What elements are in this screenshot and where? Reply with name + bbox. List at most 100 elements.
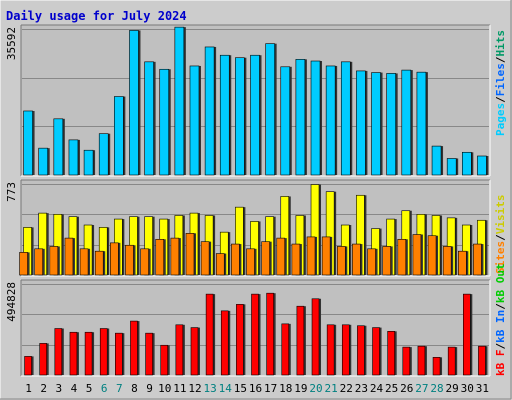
- bar-day-19: [291, 243, 301, 276]
- bar-day-24: [371, 72, 381, 176]
- x-tick-label: 26: [400, 382, 413, 395]
- bar-day-11: [174, 26, 185, 176]
- bar-day-28: [431, 145, 442, 176]
- chart-title: Daily usage for July 2024: [6, 9, 187, 23]
- bar-day-31: [477, 155, 487, 176]
- x-tick-label: 31: [476, 382, 489, 395]
- legend-entry: /: [494, 234, 507, 241]
- bar-day-20: [310, 60, 321, 176]
- legend-entry: /: [494, 56, 507, 63]
- bar-day-16: [251, 293, 259, 376]
- bar-day-4: [69, 331, 78, 376]
- x-tick-label: 12: [188, 382, 201, 395]
- x-tick-label: 27: [415, 382, 428, 395]
- bar-day-2: [39, 343, 47, 376]
- bar-day-7: [115, 332, 123, 376]
- bar-day-19: [296, 305, 305, 376]
- bar-day-22: [336, 246, 346, 276]
- bar-day-18: [276, 237, 286, 276]
- x-tick-label: 23: [355, 382, 368, 395]
- bar-day-12: [185, 233, 195, 276]
- bar-day-10: [160, 344, 169, 376]
- bar-day-26: [401, 69, 412, 176]
- series-kb-f: [24, 292, 488, 376]
- bar-day-14: [219, 54, 230, 176]
- bar-day-22: [340, 61, 351, 176]
- bar-day-17: [261, 241, 270, 276]
- bar-day-26: [402, 346, 411, 376]
- bar-day-1: [23, 110, 33, 176]
- legend-entry: Visits: [494, 195, 507, 235]
- legend-entry: /: [494, 343, 507, 350]
- bar-day-31: [473, 243, 482, 276]
- bar-day-30: [462, 151, 472, 176]
- bar-day-10: [159, 68, 170, 176]
- bar-day-27: [416, 71, 427, 176]
- legend-middle: Sites/Visits: [494, 195, 507, 275]
- bar-day-7: [114, 96, 124, 176]
- bar-day-13: [205, 293, 214, 376]
- bar-day-4: [68, 139, 79, 176]
- bar-day-17: [265, 43, 275, 176]
- bar-day-3: [49, 246, 59, 276]
- legend-entry: /: [494, 96, 507, 103]
- bar-day-1: [24, 356, 32, 376]
- bar-day-24: [367, 248, 376, 276]
- x-tick-label: 3: [56, 382, 63, 395]
- bar-day-16: [250, 54, 260, 176]
- bar-day-11: [170, 237, 180, 276]
- bar-day-6: [94, 250, 104, 276]
- bar-day-15: [236, 304, 244, 376]
- x-tick-label: 24: [370, 382, 384, 395]
- bar-day-7: [110, 242, 119, 276]
- x-tick-label: 25: [385, 382, 398, 395]
- bar-day-8: [125, 244, 134, 276]
- legend-entry: Pages: [494, 103, 507, 136]
- bar-day-29: [442, 246, 452, 276]
- bar-day-12: [190, 327, 199, 376]
- x-tick-label: 9: [146, 382, 153, 395]
- y-max-label: 494828: [5, 282, 18, 322]
- x-tick-label: 21: [325, 382, 338, 395]
- x-tick-label: 8: [131, 382, 138, 395]
- bar-day-4: [64, 237, 74, 276]
- x-tick-label: 17: [264, 382, 277, 395]
- x-tick-label: 28: [430, 382, 443, 395]
- bar-day-25: [386, 73, 396, 176]
- panel-bottom: 494828: [5, 279, 491, 377]
- bar-day-25: [387, 331, 395, 376]
- y-max-label: 773: [5, 182, 18, 202]
- x-tick-label: 14: [219, 382, 233, 395]
- bar-day-8: [130, 320, 138, 376]
- x-tick-label: 6: [101, 382, 108, 395]
- panel-top: 35592: [5, 24, 491, 177]
- x-tick-label: 4: [71, 382, 78, 395]
- bar-day-5: [79, 248, 89, 276]
- legend-entry: /: [494, 303, 507, 310]
- bar-day-18: [281, 323, 290, 376]
- bar-day-26: [397, 238, 407, 276]
- bar-day-23: [356, 70, 366, 176]
- bar-day-16: [246, 248, 255, 276]
- bar-day-15: [235, 57, 245, 176]
- bar-day-28: [427, 235, 437, 276]
- x-tick-label: 16: [249, 382, 262, 395]
- x-tick-label: 13: [203, 382, 216, 395]
- bar-day-27: [412, 234, 422, 276]
- bar-day-31: [478, 345, 486, 376]
- bar-day-5: [84, 331, 93, 376]
- bar-day-17: [266, 292, 274, 376]
- bar-day-14: [220, 310, 229, 376]
- x-tick-label: 19: [294, 382, 307, 395]
- panel-middle: 773: [5, 179, 491, 277]
- x-tick-label: 2: [40, 382, 47, 395]
- bar-day-20: [311, 298, 320, 376]
- bar-day-9: [145, 332, 153, 376]
- bar-day-21: [321, 236, 331, 276]
- bar-day-29: [447, 346, 456, 376]
- x-axis-labels: 1 2 3 4 5 6 7 8 9 10 11 12 13 14 15 16 17 18 19 20 21 22 23 24 2…: [25, 382, 489, 395]
- legend-entry: Files: [494, 63, 507, 96]
- bar-day-6: [98, 133, 109, 176]
- bar-day-30: [458, 250, 467, 276]
